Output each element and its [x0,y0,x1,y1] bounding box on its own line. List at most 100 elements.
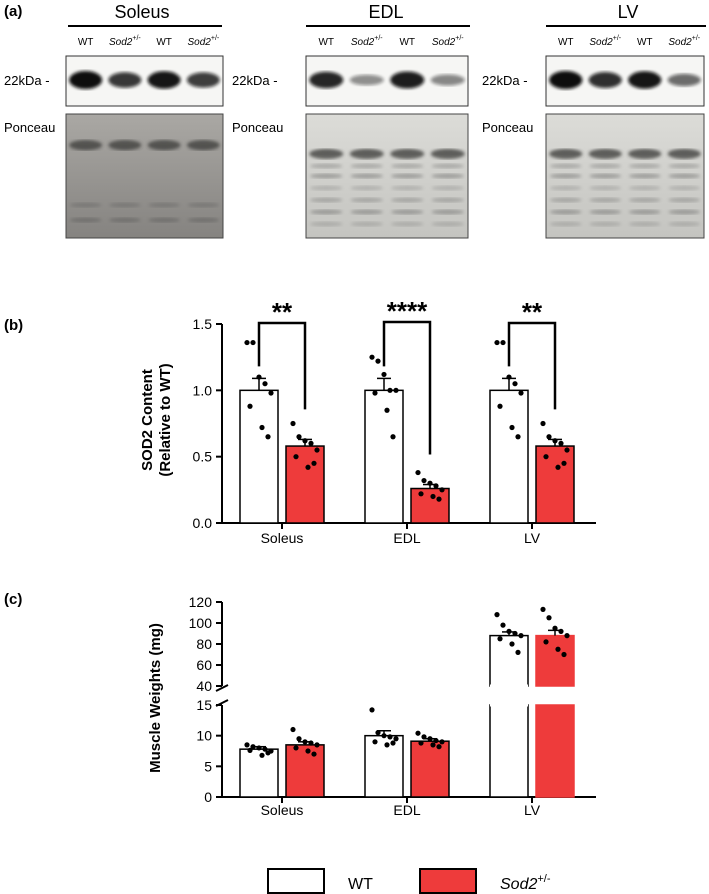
ponceau-band [628,185,661,191]
data-point [500,339,506,346]
data-point [555,464,561,470]
ponceau-band [628,221,661,227]
data-point [381,733,387,739]
data-point [305,748,311,754]
ponceau-band [391,209,424,215]
lane-label: Sod2+/- [188,35,220,48]
ponceau-band [431,221,464,227]
data-point [436,496,442,502]
data-point [390,434,396,440]
blot-title: Soleus [114,2,169,22]
bar [285,445,325,524]
data-point [247,403,253,409]
data-point [311,751,317,757]
data-point [418,740,424,746]
data-point [262,381,268,387]
bar [410,487,450,524]
ponceau-band [668,221,701,227]
bar [410,740,450,798]
data-point [302,438,308,444]
data-point [369,354,375,360]
y-tick-label: 0.0 [193,515,213,531]
data-point [250,744,256,750]
data-point [506,374,512,380]
data-point [369,707,375,713]
protein-band [390,71,425,89]
ponceau-band [549,149,582,155]
data-point [421,477,427,484]
axis-break-mark [215,684,229,692]
lane-label: WT [156,37,172,48]
y-tick-label: 1.5 [193,316,213,332]
protein-band [69,71,103,89]
y-tick-label: 120 [189,594,213,610]
x-tick-label: Soleus [261,802,304,818]
data-point [430,493,436,500]
ponceau-band [148,202,180,208]
data-point [372,390,378,396]
ponceau-band [187,145,220,151]
lane-label: Sod2+/- [351,35,383,48]
data-point [384,407,390,413]
bar [489,389,529,524]
lane-label: WT [318,37,334,48]
ponceau-band [391,149,424,155]
significance-bracket [257,321,307,410]
data-point [552,438,558,444]
ponceau-label: Ponceau [232,120,283,135]
data-point [244,742,250,748]
data-point [393,736,399,742]
data-point [381,371,387,378]
data-point [390,740,396,746]
ponceau-band [391,185,424,191]
y-tick-label: 10 [196,728,212,744]
legend-sod2-swatch [419,868,477,894]
ponceau-band [350,209,383,215]
ponceau-band [350,221,383,227]
data-point [433,737,439,744]
ponceau-band [549,185,582,191]
ponceau-band [431,197,464,203]
data-point [244,339,250,346]
lane-label: Sod2+/- [432,35,464,48]
data-point [375,730,381,736]
ponceau-band [628,197,661,203]
data-point [515,649,521,656]
data-point [421,734,427,740]
chart-c-ylabel: Muscle Weights (mg) [147,623,164,773]
data-point [515,434,521,440]
bar [285,744,325,798]
data-point [418,491,424,497]
data-point [543,454,549,460]
data-point [311,460,317,466]
y-tick-label: 60 [196,657,212,673]
data-point [372,739,378,745]
data-point [555,646,561,652]
data-point [561,651,567,658]
ponceau-label: Ponceau [4,120,55,135]
ponceau-band [589,163,622,169]
x-tick-label: LV [524,802,541,818]
significance-bracket [382,320,432,455]
protein-band [549,71,583,89]
blot-soleus: Soleus WT Sod2+/- WT Sod2+/- 22kDa - Ponceau [4,2,224,239]
ponceau-band [668,209,701,215]
x-tick-label: EDL [393,802,420,818]
ponceau-band [391,163,424,169]
bar-upper-segment [489,634,529,687]
y-tick-label: 100 [189,615,213,631]
ponceau-band [310,209,343,215]
data-point [265,750,271,756]
x-tick-label: Soleus [261,530,304,546]
data-point [427,480,433,486]
ponceau-band [187,202,220,208]
data-point [259,752,265,758]
data-point [564,633,570,639]
data-point [415,730,421,736]
significance-label: ** [522,297,543,327]
protein-band [588,72,622,88]
lane-label: WT [399,37,415,48]
panel-a-label: (a) [4,3,22,20]
